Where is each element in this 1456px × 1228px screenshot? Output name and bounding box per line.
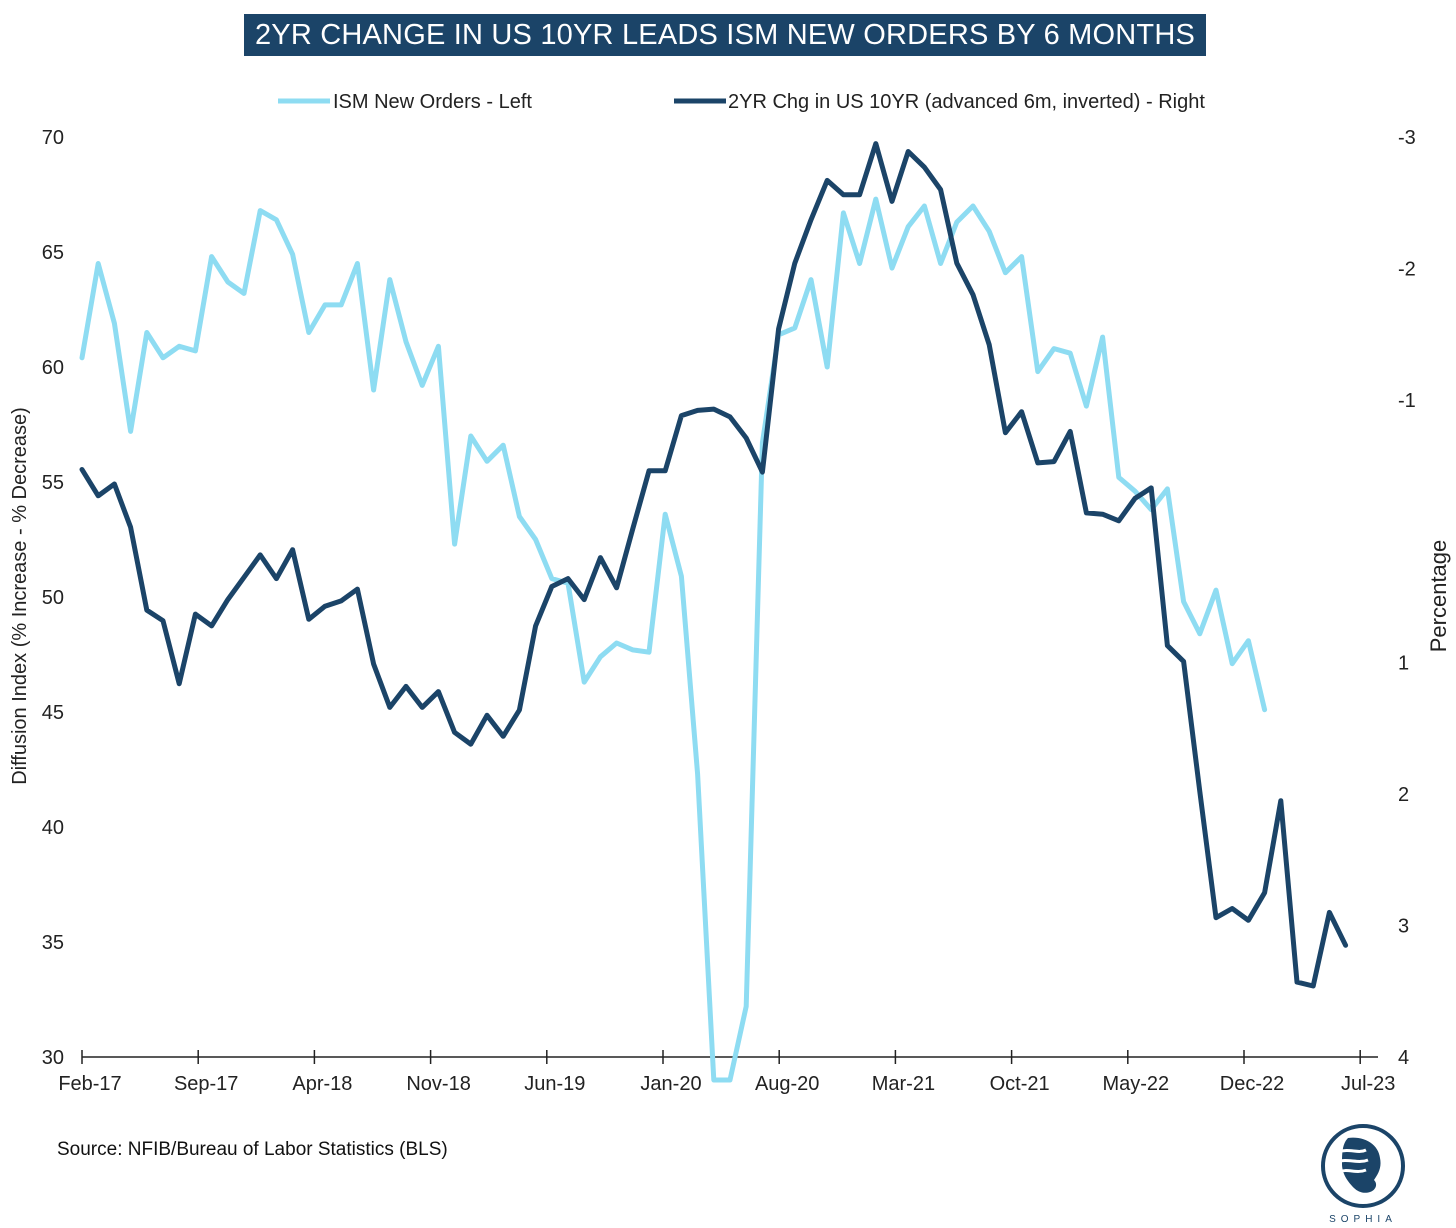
x-tick-label: Jan-20 xyxy=(640,1073,701,1095)
legend-label-yield: 2YR Chg in US 10YR (advanced 6m, inverte… xyxy=(728,91,1205,113)
y-right-tick-label: 2 xyxy=(1398,784,1409,806)
y-right-tick-label: -2 xyxy=(1398,258,1416,280)
y-left-tick-label: 60 xyxy=(42,357,64,379)
x-tick-label: Feb-17 xyxy=(58,1073,121,1095)
x-tick-label: Jul-23 xyxy=(1341,1073,1395,1095)
x-tick-label: Nov-18 xyxy=(406,1073,470,1095)
y-axis-right: -3 -2 -1 1 2 3 4 xyxy=(1398,127,1416,1069)
y-right-tick-label: 1 xyxy=(1398,653,1409,675)
x-tick-label: Dec-22 xyxy=(1220,1073,1284,1095)
legend-label-ism: ISM New Orders - Left xyxy=(333,91,532,113)
sophia-logo: SOPHIA xyxy=(1321,1124,1405,1225)
series-lines xyxy=(79,141,1349,1083)
legend: ISM New Orders - Left 2YR Chg in US 10YR… xyxy=(278,91,1205,113)
y-left-tick-label: 65 xyxy=(42,242,64,264)
y-left-tick-label: 40 xyxy=(42,817,64,839)
y-left-tick-label: 70 xyxy=(42,127,64,149)
source-note: Source: NFIB/Bureau of Labor Statistics … xyxy=(57,1139,448,1160)
y-right-tick-label: -3 xyxy=(1398,127,1416,149)
x-tick-label: May-22 xyxy=(1102,1073,1169,1095)
y-right-tick-label: 3 xyxy=(1398,916,1409,938)
x-tick-label: Oct-21 xyxy=(990,1073,1050,1095)
x-tick-label: Mar-21 xyxy=(872,1073,935,1095)
x-axis: Feb-17 Sep-17 Apr-18 Nov-18 Jun-19 Jan-20 Aug-… xyxy=(58,1050,1395,1095)
y-axis-left: 30 35 40 45 50 55 60 65 70 xyxy=(42,127,64,1069)
x-tick-label: Sep-17 xyxy=(174,1073,239,1095)
y-left-tick-label: 30 xyxy=(42,1047,64,1069)
y-right-tick-label: -1 xyxy=(1398,390,1416,412)
series-line-ism-new-orders xyxy=(79,196,1268,1083)
y-left-tick-label: 45 xyxy=(42,702,64,724)
y-axis-right-title: Percentage xyxy=(1426,540,1451,653)
x-tick-label: Jun-19 xyxy=(524,1073,585,1095)
y-left-tick-label: 55 xyxy=(42,472,64,494)
y-right-tick-label: 4 xyxy=(1398,1047,1409,1069)
y-left-tick-label: 35 xyxy=(42,932,64,954)
x-tick-label: Aug-20 xyxy=(755,1073,820,1095)
series-line-2yr-chg-10yr xyxy=(79,141,1349,989)
x-tick-label: Apr-18 xyxy=(292,1073,352,1095)
y-axis-left-title: Diffusion Index (% Increase - % Decrease… xyxy=(9,407,31,785)
y-left-tick-label: 50 xyxy=(42,587,64,609)
logo-wordmark: SOPHIA xyxy=(1329,1214,1397,1225)
chart-title: 2YR CHANGE IN US 10YR LEADS ISM NEW ORDE… xyxy=(244,14,1206,56)
